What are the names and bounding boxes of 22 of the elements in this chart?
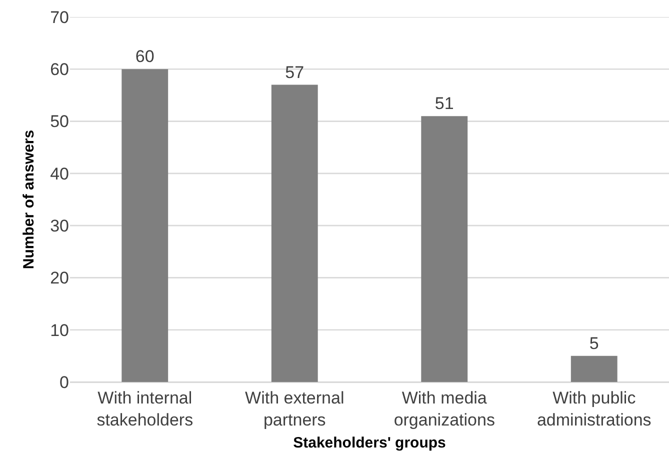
x-tick-label: With public administrations bbox=[536, 388, 652, 430]
x-axis-title: Stakeholders' groups bbox=[293, 434, 446, 452]
y-tick-label: 0 bbox=[60, 372, 69, 392]
bar bbox=[421, 116, 468, 382]
y-tick-label: 40 bbox=[50, 164, 69, 184]
y-tick-label: 50 bbox=[50, 112, 69, 132]
bar bbox=[570, 356, 618, 382]
data-label: 5 bbox=[589, 334, 599, 353]
y-tick-label: 10 bbox=[50, 320, 69, 340]
data-label: 51 bbox=[434, 94, 454, 114]
y-tick-label: 30 bbox=[50, 216, 69, 236]
x-tick-label: With external partners bbox=[245, 388, 344, 430]
data-label: 60 bbox=[135, 47, 154, 66]
y-tick-label: 20 bbox=[50, 268, 69, 288]
y-axis-title: Number of answers bbox=[20, 130, 38, 270]
x-tick-label: With internal stakeholders bbox=[96, 388, 194, 430]
y-tick-label: 70 bbox=[50, 8, 69, 27]
bar bbox=[122, 69, 168, 382]
bar bbox=[271, 84, 318, 382]
data-label: 57 bbox=[285, 62, 304, 82]
x-tick-label: With media organizations bbox=[394, 388, 495, 430]
y-tick-label: 60 bbox=[50, 60, 69, 80]
